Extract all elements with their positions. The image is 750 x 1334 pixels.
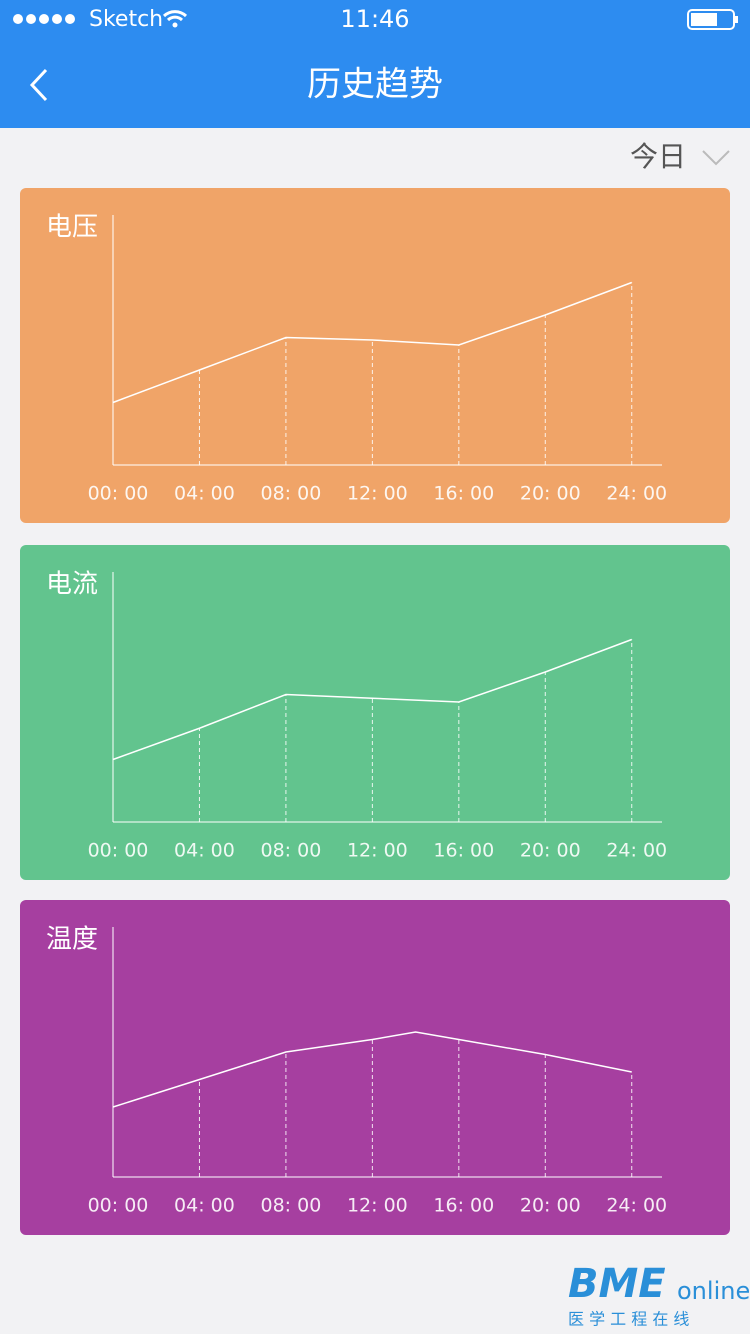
back-button[interactable] [29,68,48,102]
battery-tip [735,16,738,23]
x-tick-label: 20: 00 [520,483,581,505]
x-tick-label: 24: 00 [606,840,667,862]
card [20,188,730,523]
data-line [112,281,633,404]
x-tick-label: 12: 00 [347,483,408,505]
card [20,545,730,880]
x-tick-label: 16: 00 [433,840,494,862]
chart-title: 电压 [46,213,98,243]
x-tick-label: 04: 00 [174,1195,235,1217]
chart-title: 电流 [46,570,98,600]
carrier: Sketch [89,7,163,32]
x-tick-label: 16: 00 [433,1195,494,1217]
x-tick-label: 12: 00 [347,1195,408,1217]
x-tick-label: 04: 00 [174,483,235,505]
wifi-icon [162,10,188,22]
battery [687,9,735,30]
watermark-brand: BME [568,1261,666,1307]
data-line [112,1031,632,1108]
x-tick-label: 20: 00 [520,840,581,862]
wifi-dot [172,22,178,28]
x-tick-label: 16: 00 [433,483,494,505]
x-tick-label: 00: 00 [88,483,149,505]
watermark-suffix: online [677,1277,750,1305]
x-tick-label: 00: 00 [88,1195,149,1217]
clock: 11:46 [340,5,409,33]
x-tick-label: 08: 00 [261,1195,322,1217]
data-line [112,638,633,761]
x-tick-label: 24: 00 [606,483,667,505]
filter-label[interactable]: 今日 [630,140,686,173]
x-tick-label: 00: 00 [88,840,149,862]
battery-level [691,13,717,26]
card [20,900,730,1235]
x-tick-label: 20: 00 [520,1195,581,1217]
filter-chevron[interactable] [702,150,730,166]
signal-dots [13,14,75,24]
nav-title: 历史趋势 [307,65,443,105]
x-tick-label: 12: 00 [347,840,408,862]
chart-title: 温度 [46,925,98,955]
x-tick-label: 08: 00 [261,840,322,862]
x-tick-label: 04: 00 [174,840,235,862]
header-bg [0,0,750,128]
x-tick-label: 08: 00 [261,483,322,505]
watermark-tagline: 医 学 工 程 在 线 [568,1310,689,1329]
x-tick-label: 24: 00 [606,1195,667,1217]
